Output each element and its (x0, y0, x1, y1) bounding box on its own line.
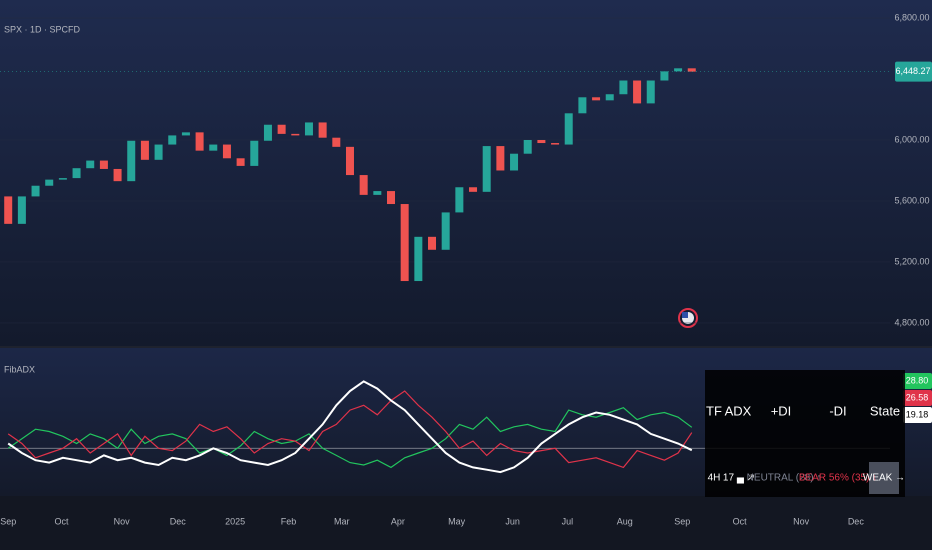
candle (127, 140, 136, 182)
candle (605, 94, 614, 101)
candle (222, 144, 231, 159)
candle (646, 80, 655, 104)
table-cell: NEUTRAL (28) ↑ (747, 473, 822, 484)
candle (564, 113, 573, 145)
y-tick-label: 5,600.00 (894, 195, 929, 205)
value-tag: 28.80 (906, 375, 929, 385)
candle (428, 236, 437, 250)
state-table: TF ADX +DI -DI State 4H 17 ▄ ↗ NEUTRAL (… (705, 370, 905, 497)
candle (359, 175, 368, 195)
candle (209, 144, 218, 151)
table-cell: 17 ▄ ↗ (723, 473, 755, 485)
candle (17, 196, 26, 224)
last-price-tag-bg (895, 61, 932, 82)
candle (4, 196, 13, 224)
x-tick-label: 2025 (225, 516, 245, 526)
x-tick-label: Mar (334, 516, 350, 526)
candle (291, 133, 300, 136)
candle (592, 97, 601, 101)
x-tick-label: Nov (793, 516, 810, 526)
value-tag: 19.18 (906, 409, 929, 419)
candle (154, 144, 163, 160)
last-price-tag: 6,448.27 (895, 66, 930, 76)
candle (482, 146, 491, 192)
y-tick-label: 4,800.00 (894, 317, 929, 327)
candle (168, 135, 177, 145)
candle (441, 212, 450, 250)
candle (551, 143, 560, 145)
candle (113, 168, 122, 182)
x-tick-label: Feb (281, 516, 297, 526)
state-cell-bg (869, 462, 899, 494)
x-tick-label: Nov (114, 516, 131, 526)
y-tick-label: 6,800.00 (894, 12, 929, 22)
candle (332, 137, 341, 147)
y-tick-label: 5,200.00 (894, 256, 929, 266)
table-cell: 4H (708, 473, 721, 484)
candle (633, 80, 642, 104)
value-tag: 26.58 (906, 392, 929, 402)
indicator-line (7, 380, 693, 474)
x-tick-label: Sep (674, 516, 690, 526)
candle (660, 71, 669, 81)
candle (386, 191, 395, 205)
candle (263, 124, 272, 141)
value-tag-bg (903, 373, 932, 389)
candle (140, 140, 149, 160)
x-tick-label: Jun (505, 516, 520, 526)
x-tick-label: Oct (55, 516, 70, 526)
table-cell: BEAR 56% (35) ↓ (799, 473, 877, 484)
candle (455, 187, 464, 213)
candle (687, 68, 696, 72)
candle (304, 122, 313, 136)
candle (537, 139, 546, 144)
candle (523, 139, 532, 154)
candle (195, 132, 204, 151)
x-tick-label: Apr (391, 516, 405, 526)
value-tag-bg (903, 390, 932, 406)
flag-badge (678, 308, 698, 328)
candle (414, 236, 423, 282)
table-header: ADX (725, 403, 752, 418)
candle (181, 132, 190, 136)
candle (58, 178, 67, 180)
candle (45, 179, 54, 186)
candle (578, 97, 587, 114)
candle (619, 80, 628, 95)
candle (236, 158, 245, 166)
x-tick-label: Oct (733, 516, 748, 526)
candle (510, 153, 519, 171)
candle (250, 140, 259, 166)
indicator-line (7, 390, 693, 469)
x-tick-label: Dec (848, 516, 865, 526)
x-tick-label: Aug (617, 516, 633, 526)
y-tick-label: 6,000.00 (894, 134, 929, 144)
candle (277, 124, 286, 134)
table-header: +DI (771, 403, 792, 418)
candle (496, 146, 505, 171)
candle (86, 160, 95, 169)
candle (345, 146, 354, 176)
candle (72, 168, 81, 179)
price-title: SPX · 1D · SPCFD (4, 24, 81, 34)
table-header: -DI (829, 403, 846, 418)
x-tick-label: Dec (170, 516, 187, 526)
candle (674, 68, 683, 72)
x-tick-label: Sep (0, 516, 16, 526)
candle (31, 185, 40, 197)
candle (318, 122, 327, 138)
table-header: State (870, 403, 900, 418)
table-header: TF (706, 403, 722, 418)
candle (400, 204, 409, 282)
x-tick-label: Jul (562, 516, 574, 526)
price-pane (0, 0, 932, 346)
x-tick-label: May (448, 516, 466, 526)
value-tag-bg (903, 407, 932, 423)
table-cell: WEAK → (863, 473, 905, 484)
indicator-title: FibADX (4, 364, 35, 374)
candle (469, 187, 478, 192)
candle (373, 191, 382, 195)
candle (99, 160, 108, 169)
